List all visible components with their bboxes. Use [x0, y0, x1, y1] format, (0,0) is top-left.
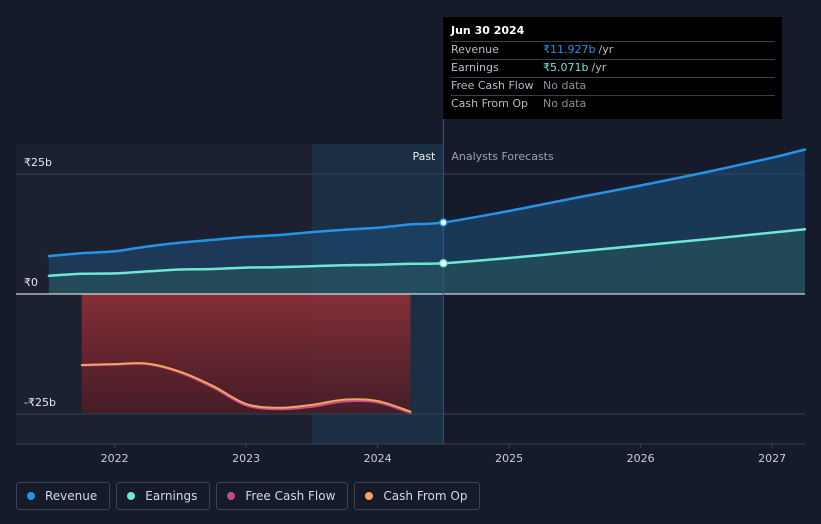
- revenue-dot-icon: [27, 492, 35, 500]
- x-tick-label: 2026: [627, 452, 655, 465]
- free-cash-flow-dot-icon: [227, 492, 236, 500]
- y-tick-label: ₹25b: [24, 156, 52, 169]
- earnings-line: [47, 227, 807, 278]
- legend-item-revenue[interactable]: Revenue: [16, 482, 111, 510]
- tooltip-label: Free Cash Flow: [451, 79, 534, 92]
- y-tick-label: -₹25b: [24, 396, 56, 409]
- tooltip-row-cash-from-op: Cash From Op No data: [451, 95, 775, 113]
- tooltip-row-free-cash-flow: Free Cash Flow No data: [451, 77, 775, 95]
- forecast-label: Analysts Forecasts: [451, 150, 554, 163]
- tooltip-label: Cash From Op: [451, 97, 529, 110]
- legend-item-cash-from-op[interactable]: Cash From Op: [354, 482, 481, 510]
- legend: Revenue Earnings Free Cash Flow Cash Fro…: [16, 482, 486, 512]
- earnings-marker: [439, 259, 448, 268]
- tooltip-label: Revenue: [451, 43, 499, 56]
- legend-item-earnings[interactable]: Earnings: [116, 482, 211, 510]
- tooltip-date: Jun 30 2024: [451, 24, 525, 37]
- tooltip-value: ₹11.927b: [543, 43, 596, 56]
- cash-from-op-line: [80, 362, 412, 413]
- earnings-area: [48, 229, 805, 294]
- revenue-marker: [439, 218, 448, 227]
- tooltip-value: No data: [543, 79, 587, 92]
- tooltip-unit: /yr: [598, 43, 614, 56]
- x-tick-label: 2022: [101, 452, 129, 465]
- revenue-line: [47, 148, 807, 258]
- legend-label: Earnings: [145, 489, 198, 503]
- x-tick-label: 2027: [758, 452, 786, 465]
- x-tick-label: 2025: [495, 452, 523, 465]
- tooltip-panel: Jun 30 2024 Revenue ₹11.927b /yr Earning…: [443, 17, 782, 119]
- tooltip-label: Earnings: [451, 61, 499, 74]
- tooltip-row-revenue: Revenue ₹11.927b /yr: [451, 41, 775, 59]
- cash-from-op-dot-icon: [365, 492, 374, 500]
- legend-label: Free Cash Flow: [245, 489, 336, 503]
- legend-label: Cash From Op: [383, 489, 468, 503]
- x-tick-label: 2023: [232, 452, 260, 465]
- x-tick-label: 2024: [364, 452, 392, 465]
- tooltip-unit: /yr: [591, 61, 607, 74]
- past-label: Past: [412, 150, 436, 163]
- earnings-dot-icon: [127, 492, 136, 500]
- tooltip-value: ₹5.071b: [543, 61, 589, 74]
- tooltip-row-earnings: Earnings ₹5.071b /yr: [451, 59, 775, 77]
- legend-label: Revenue: [45, 489, 98, 503]
- fcf-area: [81, 294, 411, 414]
- legend-item-free-cash-flow[interactable]: Free Cash Flow: [216, 482, 349, 510]
- tooltip-value: No data: [543, 97, 587, 110]
- y-tick-label: ₹0: [24, 276, 38, 289]
